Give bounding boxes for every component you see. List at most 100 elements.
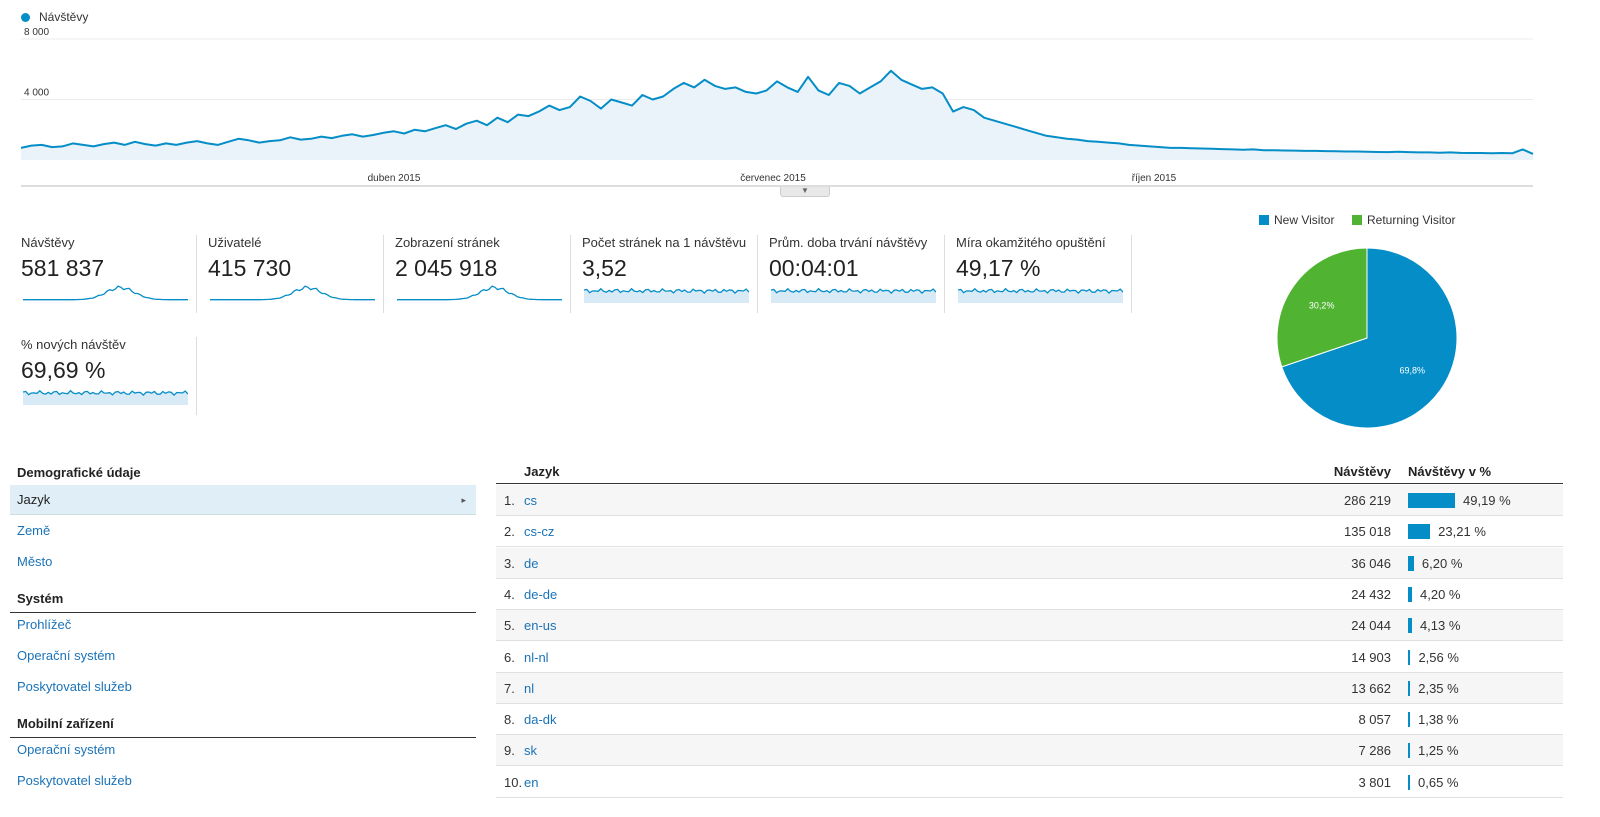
visitor-type-pie-chart: 69,8% 30,2% — [1276, 247, 1458, 429]
language-link[interactable]: sk — [524, 743, 537, 759]
nav-item[interactable]: Jazyk ▸ — [10, 485, 476, 515]
share-percent: 2,56 % — [1418, 649, 1459, 665]
table-row: 4. de-de 24 432 4,20 % — [496, 579, 1563, 610]
share-percent: 1,25 % — [1418, 743, 1459, 759]
sparkline-line — [771, 287, 936, 295]
metric-label: Prům. doba trvání návštěvy — [769, 235, 928, 250]
table-row: 10. en 3 801 0,65 % — [496, 767, 1563, 798]
metric-label: % nových návštěv — [21, 337, 126, 352]
language-link[interactable]: cs-cz — [524, 524, 555, 540]
metric-card[interactable]: Míra okamžitého opuštění 49,17 % — [956, 235, 1132, 313]
metric-sparkline — [584, 287, 749, 303]
row-number: 2. — [504, 524, 515, 540]
metric-card[interactable]: Počet stránek na 1 návštěvu 3,52 — [582, 235, 758, 313]
x-tick-label: říjen 2015 — [1132, 173, 1177, 184]
metric-value: 49,17 % — [956, 255, 1041, 281]
share-bar — [1408, 680, 1411, 696]
sparkline-line — [23, 285, 188, 301]
metric-value: 3,52 — [582, 255, 627, 281]
nav-item[interactable]: Poskytovatel služeb — [10, 672, 476, 702]
share-bar — [1408, 649, 1411, 665]
metric-label: Počet stránek na 1 návštěvu — [582, 235, 747, 250]
language-link[interactable]: nl-nl — [524, 649, 549, 665]
row-number: 9. — [504, 743, 515, 759]
share-percent: 1,38 % — [1418, 712, 1459, 728]
metric-card[interactable]: Uživatelé 415 730 — [208, 235, 384, 313]
language-link[interactable]: de — [524, 555, 539, 571]
metric-label: Zobrazení stránek — [395, 235, 500, 250]
pie-legend-new: New Visitor — [1259, 213, 1334, 227]
sparkline-line — [397, 285, 562, 301]
nav-item[interactable]: Město — [10, 547, 476, 577]
x-tick-label: červenec 2015 — [740, 173, 806, 184]
x-tick-label: duben 2015 — [368, 173, 421, 184]
table-row: 5. en-us 24 044 4,13 % — [496, 610, 1563, 642]
share-bar — [1408, 774, 1410, 790]
metric-card[interactable]: Prům. doba trvání návštěvy 00:04:01 — [769, 235, 945, 313]
row-number: 3. — [504, 555, 515, 571]
visits-area-fill — [21, 70, 1533, 160]
metric-value: 00:04:01 — [769, 255, 859, 281]
nav-item[interactable]: Operační systém — [10, 735, 476, 765]
table-row: 6. nl-nl 14 903 2,56 % — [496, 642, 1563, 673]
nav-item[interactable]: Prohlížeč — [10, 610, 476, 640]
table-row: 2. cs-cz 135 018 23,21 % — [496, 516, 1563, 548]
pie-slice-new-visitor[interactable] — [1281, 247, 1458, 429]
visits-value: 3 801 — [1358, 774, 1391, 790]
visits-chart-svg: 8 000 4 000 duben 2015 červenec 2015 říjen 2… — [20, 27, 1534, 187]
visits-value: 8 057 — [1358, 712, 1391, 728]
metric-sparkline — [210, 285, 375, 301]
share-bar — [1408, 712, 1410, 728]
language-link[interactable]: en-us — [524, 618, 557, 634]
share-percent: 23,21 % — [1438, 524, 1486, 540]
row-number: 4. — [504, 586, 515, 602]
share-percent: 2,35 % — [1418, 680, 1459, 696]
visits-value: 7 286 — [1358, 743, 1391, 759]
row-number: 6. — [504, 649, 515, 665]
pie-slice-returning-visitor[interactable] — [1276, 247, 1368, 368]
language-link[interactable]: nl — [524, 680, 535, 696]
metric-card[interactable]: Návštěvy 581 837 — [21, 235, 197, 313]
visits-chart: Návštěvy 8 000 4 000 duben 2015 červenec 20… — [0, 0, 1600, 200]
metric-card[interactable]: Zobrazení stránek 2 045 918 — [395, 235, 571, 313]
nav-item-label: Prohlížeč — [17, 617, 72, 632]
visits-series-line — [20, 69, 1534, 155]
language-link[interactable]: da-dk — [524, 712, 557, 728]
visits-value: 36 046 — [1351, 555, 1391, 571]
nav-item[interactable]: Operační systém — [10, 641, 476, 671]
row-number: 10. — [504, 774, 523, 790]
language-link[interactable]: de-de — [524, 586, 558, 602]
share-percent: 0,65 % — [1418, 774, 1459, 790]
share-bar — [1408, 493, 1455, 508]
sparkline-line — [210, 285, 375, 301]
metric-sparkline — [771, 287, 936, 303]
col-header-lang[interactable]: Jazyk — [524, 464, 560, 479]
col-header-visits[interactable]: Návštěvy — [1333, 464, 1391, 479]
metric-value: 2 045 918 — [395, 255, 498, 281]
nav-section-title: Mobilní zařízení — [10, 716, 476, 738]
metric-card[interactable]: % nových návštěv 69,69 % — [21, 337, 197, 415]
metric-sparkline — [397, 285, 562, 301]
share-bar — [1408, 618, 1412, 634]
nav-item[interactable]: Poskytovatel služeb — [10, 766, 476, 796]
metric-sparkline — [23, 389, 188, 405]
metric-label: Míra okamžitého opuštění — [956, 235, 1106, 250]
metric-value: 581 837 — [21, 255, 105, 281]
nav-item-label: Poskytovatel služeb — [17, 773, 132, 788]
sparkline-fill — [771, 288, 936, 303]
table-row: 8. da-dk 8 057 1,38 % — [496, 704, 1563, 736]
metric-sparkline — [958, 287, 1123, 303]
language-link[interactable]: en — [524, 774, 539, 790]
nav-item-label: Město — [17, 554, 53, 569]
col-header-pct[interactable]: Návštěvy v % — [1408, 464, 1492, 479]
nav-item[interactable]: Země — [10, 516, 476, 546]
sparkline-line — [23, 389, 188, 397]
chart-expand-handle[interactable]: ▼ — [780, 187, 830, 197]
returning-visitor-swatch — [1352, 215, 1362, 225]
language-link[interactable]: cs — [524, 493, 537, 508]
chevron-right-icon: ▸ — [461, 495, 466, 505]
table-row: 1. cs 286 219 49,19 % — [496, 485, 1563, 516]
row-number: 5. — [504, 618, 515, 634]
nav-item-label: Operační systém — [17, 648, 116, 663]
nav-section-title: Demografické údaje — [10, 465, 476, 487]
